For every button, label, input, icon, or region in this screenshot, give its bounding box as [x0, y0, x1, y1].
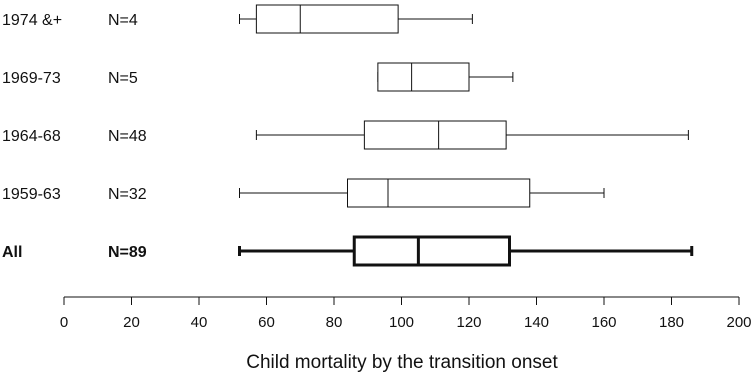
x-tick-label: 40	[191, 314, 208, 331]
sample-size-label: N=5	[108, 70, 138, 87]
category-label: 1959-63	[2, 186, 61, 203]
x-axis-title: Child mortality by the transition onset	[246, 352, 558, 373]
x-tick-label: 20	[123, 314, 140, 331]
x-tick-label: 140	[524, 314, 549, 331]
x-tick-label: 120	[456, 314, 481, 331]
category-label: 1964-68	[2, 128, 61, 145]
iqr-box	[352, 235, 511, 267]
sample-size-label: N=89	[108, 244, 147, 261]
sample-size-label: N=32	[108, 186, 147, 203]
iqr-box	[255, 4, 399, 34]
category-label: 1969-73	[2, 70, 61, 87]
sample-size-label: N=48	[108, 128, 147, 145]
category-label: 1974 &+	[2, 12, 62, 29]
x-tick-label: 0	[60, 314, 68, 331]
x-tick-label: 80	[326, 314, 343, 331]
iqr-box	[347, 178, 531, 208]
category-label: All	[2, 244, 22, 261]
boxplot-row: 1969-73 N=5	[2, 62, 514, 92]
boxplot-rows: 1974 &+ N=4 1969-73 N=5 1964-68 N=48 1959-63 N=…	[2, 4, 694, 267]
x-tick-label: 180	[659, 314, 684, 331]
iqr-box	[363, 120, 507, 150]
boxplot-row: All N=89	[2, 235, 694, 267]
x-tick-label: 160	[591, 314, 616, 331]
boxplot-row: 1959-63 N=32	[2, 178, 605, 208]
x-tick-label: 60	[258, 314, 275, 331]
x-axis: 0 20 40 60 80 100 120 140 160 180 200	[60, 296, 752, 331]
sample-size-label: N=4	[108, 12, 138, 29]
x-tick-label: 100	[389, 314, 414, 331]
boxplot-row: 1964-68 N=48	[2, 120, 689, 150]
iqr-box	[377, 62, 470, 92]
boxplot-row: 1974 &+ N=4	[2, 4, 473, 34]
x-tick-label: 200	[726, 314, 751, 331]
